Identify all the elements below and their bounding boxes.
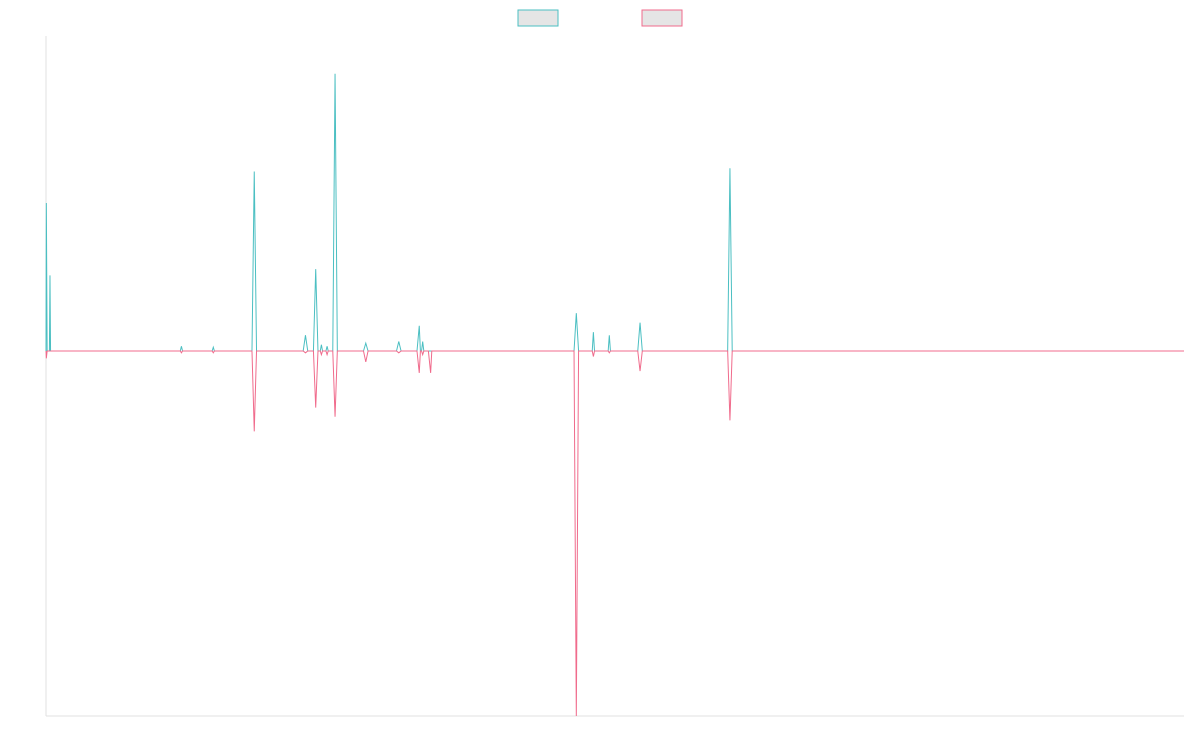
series-line-1 bbox=[45, 73, 1184, 352]
legend-item-2[interactable] bbox=[641, 9, 683, 27]
legend-item-1[interactable] bbox=[517, 9, 559, 27]
series-line-2 bbox=[45, 350, 1184, 717]
legend bbox=[517, 9, 683, 27]
series-layer bbox=[45, 73, 1184, 717]
legend-swatch-2 bbox=[641, 9, 683, 27]
legend-swatch-1 bbox=[517, 9, 559, 27]
